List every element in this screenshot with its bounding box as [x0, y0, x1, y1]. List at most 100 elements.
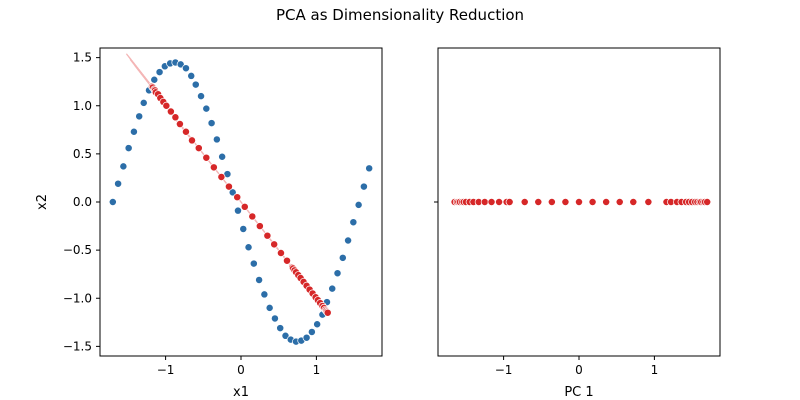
pc1-point: [520, 198, 529, 206]
right-x-ticks: −1 0 1: [495, 356, 658, 377]
projected-point: [188, 136, 196, 145]
original-point: [114, 179, 123, 188]
original-point: [307, 327, 316, 336]
projected-point: [194, 144, 203, 153]
original-point: [281, 331, 290, 340]
left-original-points: [108, 58, 374, 346]
pc1-point: [534, 198, 543, 206]
right-projected-points: [450, 198, 712, 206]
original-point: [155, 68, 164, 77]
original-point: [197, 92, 205, 101]
left-y-tick-label: 0.0: [73, 195, 92, 209]
pc1-point: [487, 198, 496, 206]
projected-point: [240, 202, 249, 211]
projected-point: [283, 256, 291, 265]
left-y-tick-label: −1.0: [63, 291, 92, 305]
original-point: [338, 253, 347, 262]
left-x-tick-label: 1: [313, 363, 321, 377]
projected-point: [270, 240, 279, 249]
original-point: [234, 206, 242, 215]
original-point: [249, 259, 258, 268]
original-point: [260, 290, 269, 299]
original-point: [108, 198, 117, 206]
left-y-tick-label: 1.0: [73, 99, 92, 113]
original-point: [202, 104, 211, 113]
original-point: [328, 284, 337, 293]
projected-point: [166, 107, 175, 116]
original-point: [182, 64, 190, 73]
projected-point: [175, 120, 184, 128]
left-projected-points: [148, 82, 332, 317]
original-point: [139, 98, 148, 107]
projected-point: [171, 113, 180, 122]
original-point: [187, 71, 196, 80]
right-panel: −1 0 1 PC 1: [434, 47, 721, 400]
pc1-point: [629, 198, 638, 206]
right-x-axis-label: PC 1: [564, 385, 593, 400]
projected-point: [248, 212, 257, 221]
projected-point: [217, 173, 226, 181]
original-point: [150, 75, 159, 84]
original-point: [313, 320, 322, 329]
original-point: [365, 164, 374, 173]
original-point: [359, 182, 368, 191]
pc1-point: [561, 198, 570, 206]
left-y-tick-label: −1.5: [63, 339, 92, 353]
original-point: [270, 314, 279, 323]
pc1-point: [588, 198, 597, 206]
pc1-point: [644, 198, 653, 206]
projected-point: [224, 182, 233, 191]
left-y-tick-label: −0.5: [63, 243, 92, 257]
original-point: [255, 276, 264, 284]
pc1-point: [575, 198, 583, 206]
original-point: [124, 144, 133, 153]
original-point: [191, 80, 200, 89]
left-x-axis-label: x1: [233, 385, 249, 400]
pc1-point: [480, 198, 489, 206]
pc1-point: [615, 198, 624, 206]
projected-point: [233, 193, 242, 202]
right-x-tick-label: 1: [651, 363, 659, 377]
original-point: [265, 303, 274, 312]
original-point: [333, 269, 342, 278]
original-point: [276, 324, 285, 333]
projected-point: [182, 127, 190, 136]
original-point: [176, 60, 185, 69]
left-y-axis-label: x2: [35, 194, 50, 210]
left-y-ticks: −1.5 −1.0 −0.5 0.0 0.5 1.0 1.5: [63, 51, 100, 353]
projected-point: [323, 308, 332, 317]
original-point: [119, 162, 128, 171]
original-point: [228, 188, 237, 197]
left-panel: −1 0 1 −1.5 −1.0 −0.5 0.0 0.5 1.0 1.5 x1 x2: [35, 47, 383, 400]
pc1-point: [547, 198, 556, 206]
original-point: [212, 135, 221, 144]
projected-point: [277, 249, 285, 257]
original-point: [354, 200, 363, 209]
left-x-tick-label: −1: [157, 363, 175, 377]
original-point: [349, 218, 358, 227]
original-point: [244, 243, 253, 252]
projected-point: [255, 222, 264, 231]
figure-title: PCA as Dimensionality Reduction: [276, 6, 524, 24]
projected-point: [209, 163, 218, 172]
right-x-tick-label: −1: [495, 363, 513, 377]
projected-point: [202, 153, 211, 162]
original-point: [207, 119, 216, 128]
left-x-tick-label: 0: [237, 363, 245, 377]
projected-point: [162, 101, 171, 110]
pc1-point: [505, 198, 514, 206]
original-point: [239, 224, 248, 233]
original-point: [129, 127, 138, 136]
projected-point: [263, 231, 272, 240]
original-point: [135, 112, 144, 121]
pc1-point: [602, 198, 611, 206]
pc1-point: [495, 198, 504, 206]
original-point: [344, 236, 353, 245]
left-y-tick-label: 0.5: [73, 147, 92, 161]
right-x-tick-label: 0: [575, 363, 583, 377]
original-point: [218, 152, 227, 161]
pc1-point: [703, 198, 712, 206]
original-point: [302, 333, 311, 342]
left-y-tick-label: 1.5: [73, 51, 92, 65]
